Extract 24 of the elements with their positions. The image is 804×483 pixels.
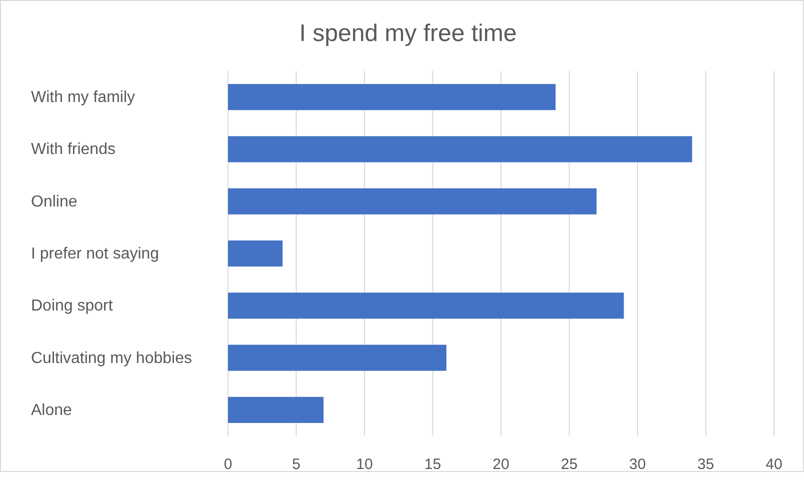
- x-tick-label: 35: [697, 456, 714, 473]
- bar: [228, 344, 446, 371]
- x-tick-label: 25: [560, 456, 578, 473]
- y-tick-label: Doing sport: [31, 298, 114, 315]
- bar: [228, 396, 324, 423]
- bar: [228, 136, 692, 162]
- bar: [228, 240, 283, 267]
- y-tick-label: Online: [31, 193, 78, 210]
- y-tick-label: Alone: [31, 402, 72, 419]
- bar: [228, 292, 624, 319]
- chart-title: I spend my free time: [299, 20, 517, 47]
- x-tick-label: 0: [224, 456, 232, 473]
- x-tick-label: 10: [356, 456, 373, 473]
- bar: [228, 84, 556, 110]
- y-tick-label: With my family: [31, 89, 135, 106]
- x-tick-label: 40: [766, 456, 782, 473]
- x-tick-label: 20: [492, 456, 510, 473]
- x-tick-label: 15: [424, 456, 442, 473]
- y-tick-label: I prefer not saying: [31, 246, 160, 262]
- y-tick-label: With friends: [31, 141, 116, 158]
- y-tick-label: Cultivating my hobbies: [31, 350, 192, 367]
- x-tick-label: 30: [629, 456, 646, 473]
- bar: [228, 188, 597, 214]
- x-tick-label: 5: [292, 456, 300, 473]
